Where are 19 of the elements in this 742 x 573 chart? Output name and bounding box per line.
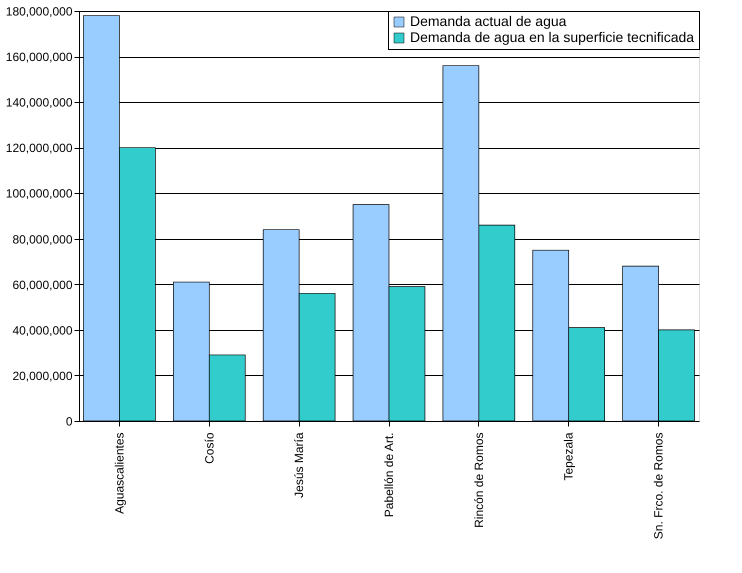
y-tick-label: 140,000,000 — [6, 96, 73, 110]
x-tick-label: Jesús María — [292, 432, 306, 498]
y-tick-label: 0 — [66, 414, 73, 428]
legend-label: Demanda actual de agua — [410, 13, 567, 29]
y-tick-label: 80,000,000 — [12, 232, 73, 246]
legend-label: Demanda de agua en la superficie tecnificada — [410, 29, 694, 45]
y-tick-label: 160,000,000 — [6, 50, 73, 64]
y-tick-label: 100,000,000 — [6, 186, 73, 201]
x-tick-label: Pabellón de Art. — [382, 432, 396, 518]
y-tick-label: 40,000,000 — [12, 323, 73, 338]
y-tick-label: 60,000,000 — [12, 278, 73, 292]
x-tick-label: Rincón de Romos — [472, 432, 486, 528]
x-tick-label: Cosío — [202, 432, 216, 464]
y-tick-label: 20,000,000 — [12, 368, 73, 383]
x-tick-label: Tepezala — [562, 432, 576, 481]
x-tick-label: Aguascalientes — [112, 432, 126, 514]
y-tick-label: 120,000,000 — [6, 141, 73, 156]
y-tick-label: 180,000,000 — [6, 4, 73, 18]
x-tick-label: Sn. Frco. de Romos — [652, 432, 666, 540]
